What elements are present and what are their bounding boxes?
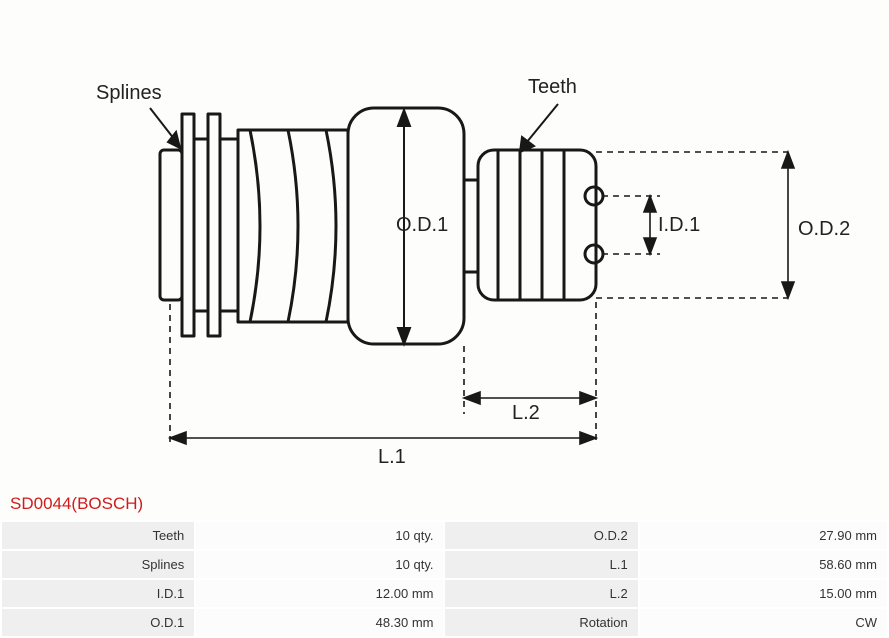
spec-value: CW [640,609,887,636]
table-row: I.D.112.00 mmL.215.00 mm [2,580,887,607]
spec-key: Rotation [445,609,637,636]
label-od1: O.D.1 [396,214,448,237]
diagram-svg [0,0,889,490]
spec-value: 15.00 mm [640,580,887,607]
table-row: Splines10 qty.L.158.60 mm [2,551,887,578]
spec-key: L.1 [445,551,637,578]
spec-key: Teeth [2,522,194,549]
label-l1: L.1 [378,446,406,469]
label-od2: O.D.2 [798,218,850,241]
label-splines: Splines [96,82,162,105]
table-row: O.D.148.30 mmRotationCW [2,609,887,636]
spec-key: L.2 [445,580,637,607]
spec-key: Splines [2,551,194,578]
part-code-title: SD0044(BOSCH) [0,490,889,520]
spec-value: 10 qty. [196,551,443,578]
table-row: Teeth10 qty.O.D.227.90 mm [2,522,887,549]
label-id1: I.D.1 [658,214,700,237]
label-l2: L.2 [512,402,540,425]
engineering-diagram: Splines Teeth O.D.1 O.D.2 I.D.1 L.2 L.1 [0,0,889,490]
spec-value: 58.60 mm [640,551,887,578]
spec-key: O.D.2 [445,522,637,549]
spec-key: I.D.1 [2,580,194,607]
label-teeth: Teeth [528,76,577,99]
spec-value: 48.30 mm [196,609,443,636]
spec-key: O.D.1 [2,609,194,636]
spec-value: 10 qty. [196,522,443,549]
spec-value: 27.90 mm [640,522,887,549]
spec-table: Teeth10 qty.O.D.227.90 mmSplines10 qty.L… [0,520,889,638]
spec-value: 12.00 mm [196,580,443,607]
